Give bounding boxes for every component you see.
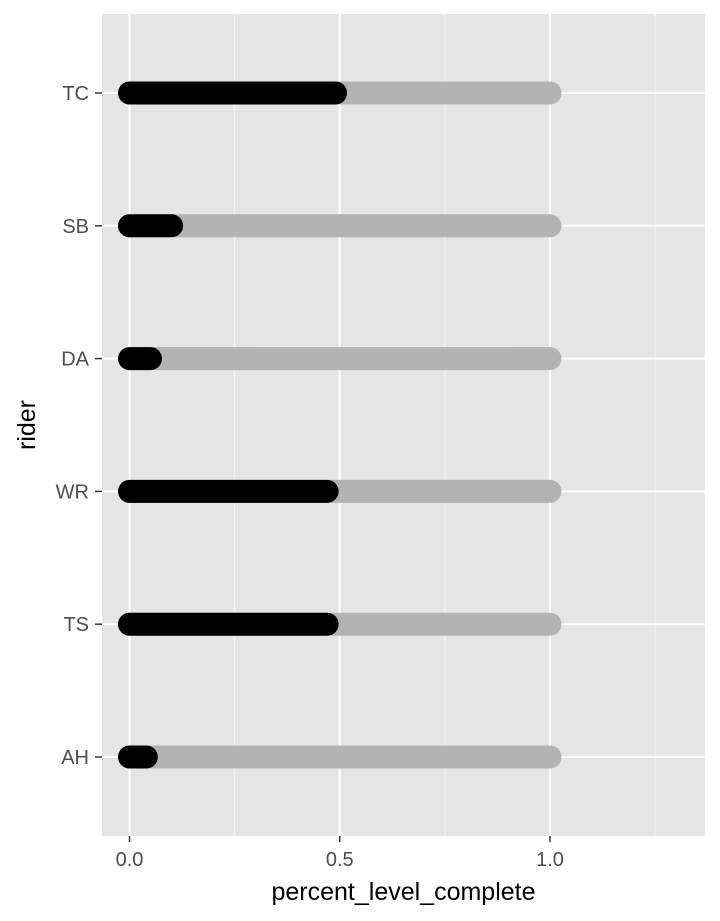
y-tick-label: WR	[56, 481, 89, 503]
x-tick-label: 0.0	[116, 849, 144, 871]
y-tick-label: TC	[62, 83, 89, 105]
y-tick-label: AH	[61, 747, 89, 769]
x-axis: 0.0 0.5 1.0	[116, 836, 564, 871]
y-axis-title: rider	[13, 400, 41, 450]
progress-bars	[118, 81, 348, 769]
x-tick-label: 0.5	[326, 849, 354, 871]
x-axis-title: percent_level_complete	[271, 878, 535, 906]
y-tick-label: DA	[61, 349, 89, 371]
y-tick-label: TS	[63, 614, 89, 636]
y-tick-label: SB	[62, 216, 89, 238]
plot-panel	[102, 14, 705, 836]
y-axis: TC SB DA WR TS AH	[56, 83, 102, 769]
grid-minor	[234, 14, 656, 836]
x-tick-label: 1.0	[536, 849, 564, 871]
